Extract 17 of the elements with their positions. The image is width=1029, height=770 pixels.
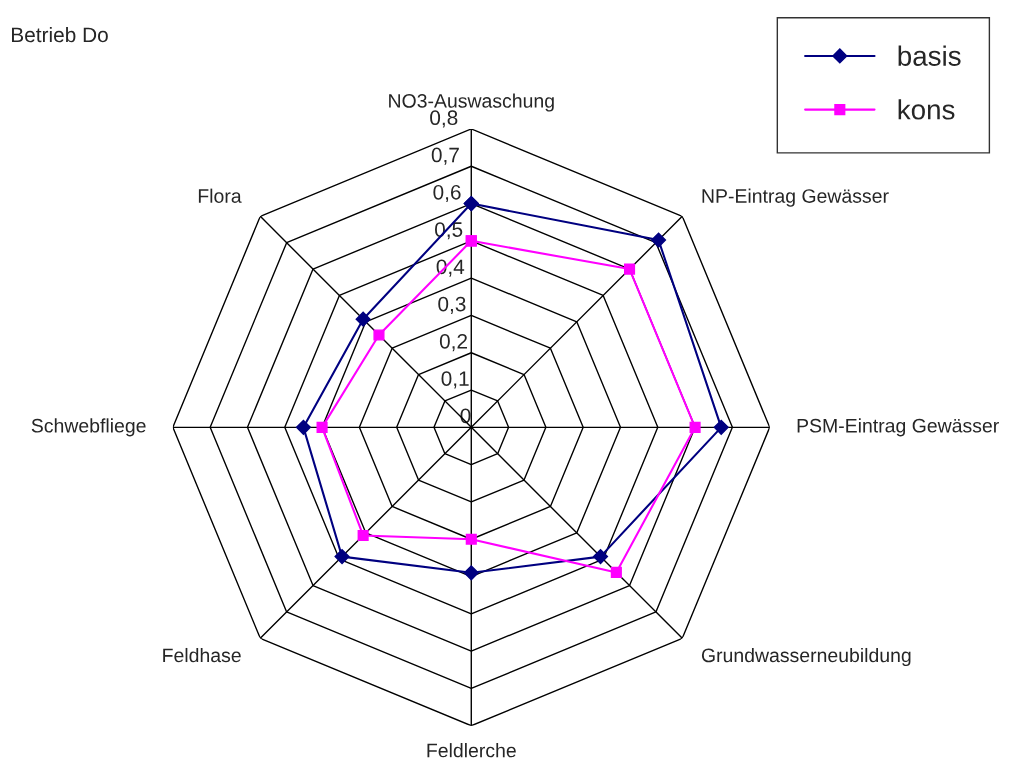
y-tick-label: 0,3 <box>438 296 466 314</box>
spoke-label: PSM-Eintrag Gewässer <box>797 418 999 437</box>
spoke-label: Feldlerche <box>427 743 516 758</box>
spoke-label: Schwebfliege <box>31 418 146 437</box>
y-tick-label: 0,7 <box>431 147 459 165</box>
y-tick-label: 0,2 <box>439 333 467 352</box>
spoke-label: Flora <box>198 188 242 203</box>
y-tick-label: 0,8 <box>430 110 458 128</box>
y-tick-label: 0,6 <box>433 184 461 203</box>
spoke-label: Grundwasserneubildung <box>701 647 911 667</box>
spoke-label: NP-Eintrag Gewässer <box>702 188 889 207</box>
y-tick-label: 0,1 <box>441 371 469 389</box>
chart-title: Betrieb Do <box>12 26 108 43</box>
spoke-label: NO3-Auswaschung <box>389 93 554 112</box>
legend-label: basis <box>898 45 961 66</box>
legend-label: kons <box>898 99 955 120</box>
spoke-label: Feldhase <box>163 647 241 663</box>
